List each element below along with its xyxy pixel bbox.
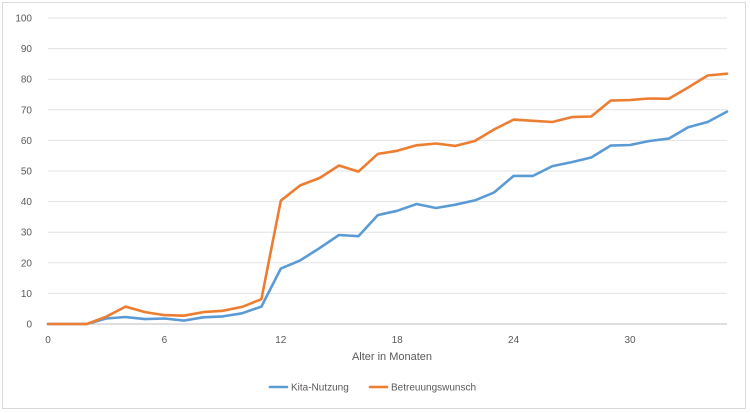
series-lines xyxy=(46,72,729,326)
y-tick-label: 20 xyxy=(21,258,33,269)
gridlines xyxy=(48,17,727,325)
y-tick-label: 50 xyxy=(21,167,33,178)
x-axis-title: Alter in Monaten xyxy=(352,351,432,363)
x-tick-label: 24 xyxy=(508,335,520,346)
legend-label-2: Betreuungswunsch xyxy=(391,383,476,394)
legend-label-1: Kita-Nutzung xyxy=(291,383,349,394)
y-tick-label: 70 xyxy=(21,105,33,116)
y-axis-tick-labels: 0 10 20 30 40 50 60 70 80 90 100 xyxy=(15,14,32,331)
y-tick-label: 30 xyxy=(21,228,33,239)
x-axis-tick-labels: 0 6 12 18 24 30 xyxy=(45,335,636,346)
legend: Kita-Nutzung Betreuungswunsch xyxy=(268,383,476,394)
series-line-1 xyxy=(46,110,729,326)
x-tick-label: 0 xyxy=(45,335,51,346)
x-tick-label: 18 xyxy=(392,335,404,346)
x-tick-label: 6 xyxy=(162,335,168,346)
y-tick-label: 60 xyxy=(21,136,33,147)
y-tick-label: 40 xyxy=(21,197,33,208)
y-tick-label: 10 xyxy=(21,289,33,300)
y-tick-label: 0 xyxy=(26,320,32,331)
y-tick-label: 80 xyxy=(21,75,33,86)
x-tick-label: 30 xyxy=(624,335,636,346)
y-tick-label: 100 xyxy=(15,14,32,25)
series-line-2 xyxy=(46,72,729,326)
x-tick-label: 12 xyxy=(275,335,287,346)
chart-frame xyxy=(2,2,746,409)
y-tick-label: 90 xyxy=(21,44,33,55)
